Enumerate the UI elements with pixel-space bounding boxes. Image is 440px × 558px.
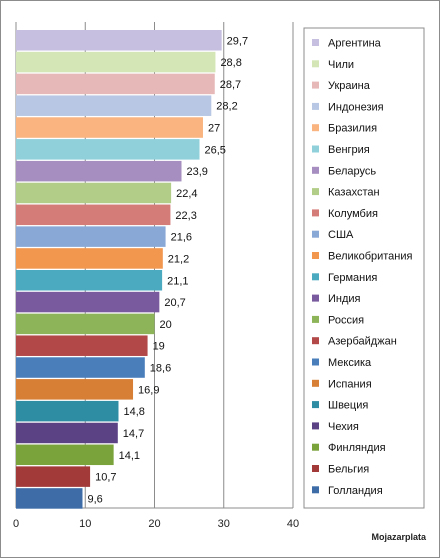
data-label: 21,2 xyxy=(168,253,189,265)
legend-entry: Аргентина xyxy=(328,38,382,50)
legend-swatch xyxy=(312,166,319,174)
legend-swatch xyxy=(312,81,319,89)
legend-swatch xyxy=(312,39,319,46)
legend-swatch xyxy=(312,230,319,238)
bar xyxy=(16,335,148,356)
legend-entry: США xyxy=(328,229,354,241)
data-label: 28,7 xyxy=(220,79,241,91)
x-tick-label: 30 xyxy=(218,518,230,530)
watermark-text: Mojazarplata xyxy=(371,532,427,542)
legend-swatch xyxy=(312,379,319,387)
legend-entry: Чехия xyxy=(328,421,359,433)
bar xyxy=(16,466,91,487)
bar xyxy=(16,117,203,138)
data-label: 14,1 xyxy=(119,450,140,462)
bar xyxy=(16,488,83,509)
legend-swatch xyxy=(312,102,319,110)
legend-entry: Голландия xyxy=(328,485,383,497)
bar xyxy=(16,30,222,51)
bar xyxy=(16,291,160,313)
data-label: 14,7 xyxy=(123,428,144,440)
bar xyxy=(16,51,216,73)
legend-swatch xyxy=(312,273,319,281)
data-label: 21,6 xyxy=(171,232,192,244)
data-label: 21,1 xyxy=(167,275,188,287)
legend-entry: Бразилия xyxy=(328,123,377,135)
legend-swatch xyxy=(312,145,319,153)
bar xyxy=(16,379,134,400)
legend-swatch xyxy=(312,443,319,451)
legend-entry: Испания xyxy=(328,378,372,390)
legend-swatch xyxy=(312,124,319,132)
legend-swatch xyxy=(312,294,319,302)
legend-box xyxy=(303,27,425,509)
bar xyxy=(16,400,119,422)
bar xyxy=(16,182,172,204)
legend-entry: Украина xyxy=(328,80,371,92)
legend-entry: Чили xyxy=(328,59,354,71)
bar xyxy=(16,357,145,378)
legend-swatch xyxy=(312,188,319,196)
x-tick-label: 0 xyxy=(13,518,19,530)
legend-entry: Индонезия xyxy=(328,101,384,113)
data-label: 10,7 xyxy=(95,472,116,484)
bar xyxy=(16,139,200,160)
legend-swatch xyxy=(312,209,319,217)
data-label: 20 xyxy=(160,319,172,331)
data-label: 28,8 xyxy=(220,57,241,69)
legend-entry: Азербайджан xyxy=(328,336,397,348)
bar xyxy=(16,444,114,466)
legend-entry: Финляндия xyxy=(328,442,386,454)
legend-swatch xyxy=(312,60,319,68)
bar xyxy=(16,160,182,182)
bar xyxy=(16,204,171,226)
legend-entry: Великобритания xyxy=(328,251,413,263)
bar xyxy=(16,313,155,335)
legend-swatch xyxy=(312,337,319,345)
data-label: 28,2 xyxy=(216,101,237,113)
bar xyxy=(16,73,215,95)
legend-swatch xyxy=(312,252,319,259)
x-tick-label: 10 xyxy=(79,518,91,530)
x-tick-label: 20 xyxy=(148,518,160,530)
data-label: 16,9 xyxy=(138,384,159,396)
legend-entry: Россия xyxy=(328,314,364,326)
legend-entry: Колумбия xyxy=(328,208,378,220)
legend-swatch xyxy=(312,358,319,366)
legend-entry: Бельгия xyxy=(328,464,369,476)
data-label: 18,6 xyxy=(150,363,171,375)
legend-entry: Венгрия xyxy=(328,144,370,156)
legend-entry: Мексика xyxy=(328,357,372,369)
legend-swatch xyxy=(312,401,319,409)
bar xyxy=(16,226,166,247)
data-label: 9,6 xyxy=(87,493,102,505)
data-label: 14,8 xyxy=(123,406,144,418)
data-label: 26,5 xyxy=(205,144,226,156)
legend-entry: Индия xyxy=(328,293,361,305)
data-label: 22,3 xyxy=(175,210,196,222)
legend-swatch xyxy=(312,315,319,323)
legend-swatch xyxy=(312,422,319,430)
data-label: 20,7 xyxy=(164,297,185,309)
bar xyxy=(16,422,118,444)
bar xyxy=(16,95,212,116)
bar xyxy=(16,270,163,291)
legend-entry: Казахстан xyxy=(328,187,380,199)
bar xyxy=(16,248,163,269)
legend-entry: Беларусь xyxy=(328,165,376,177)
legend-swatch xyxy=(312,486,319,494)
legend-entry: Германия xyxy=(328,272,377,284)
data-label: 29,7 xyxy=(227,35,248,47)
x-tick-label: 40 xyxy=(287,518,299,530)
legend-swatch xyxy=(312,465,319,472)
legend-entry: Швеция xyxy=(328,400,368,412)
data-label: 27 xyxy=(208,123,220,135)
data-label: 19 xyxy=(153,341,165,353)
data-label: 23,9 xyxy=(187,166,208,178)
data-label: 22,4 xyxy=(176,188,197,200)
